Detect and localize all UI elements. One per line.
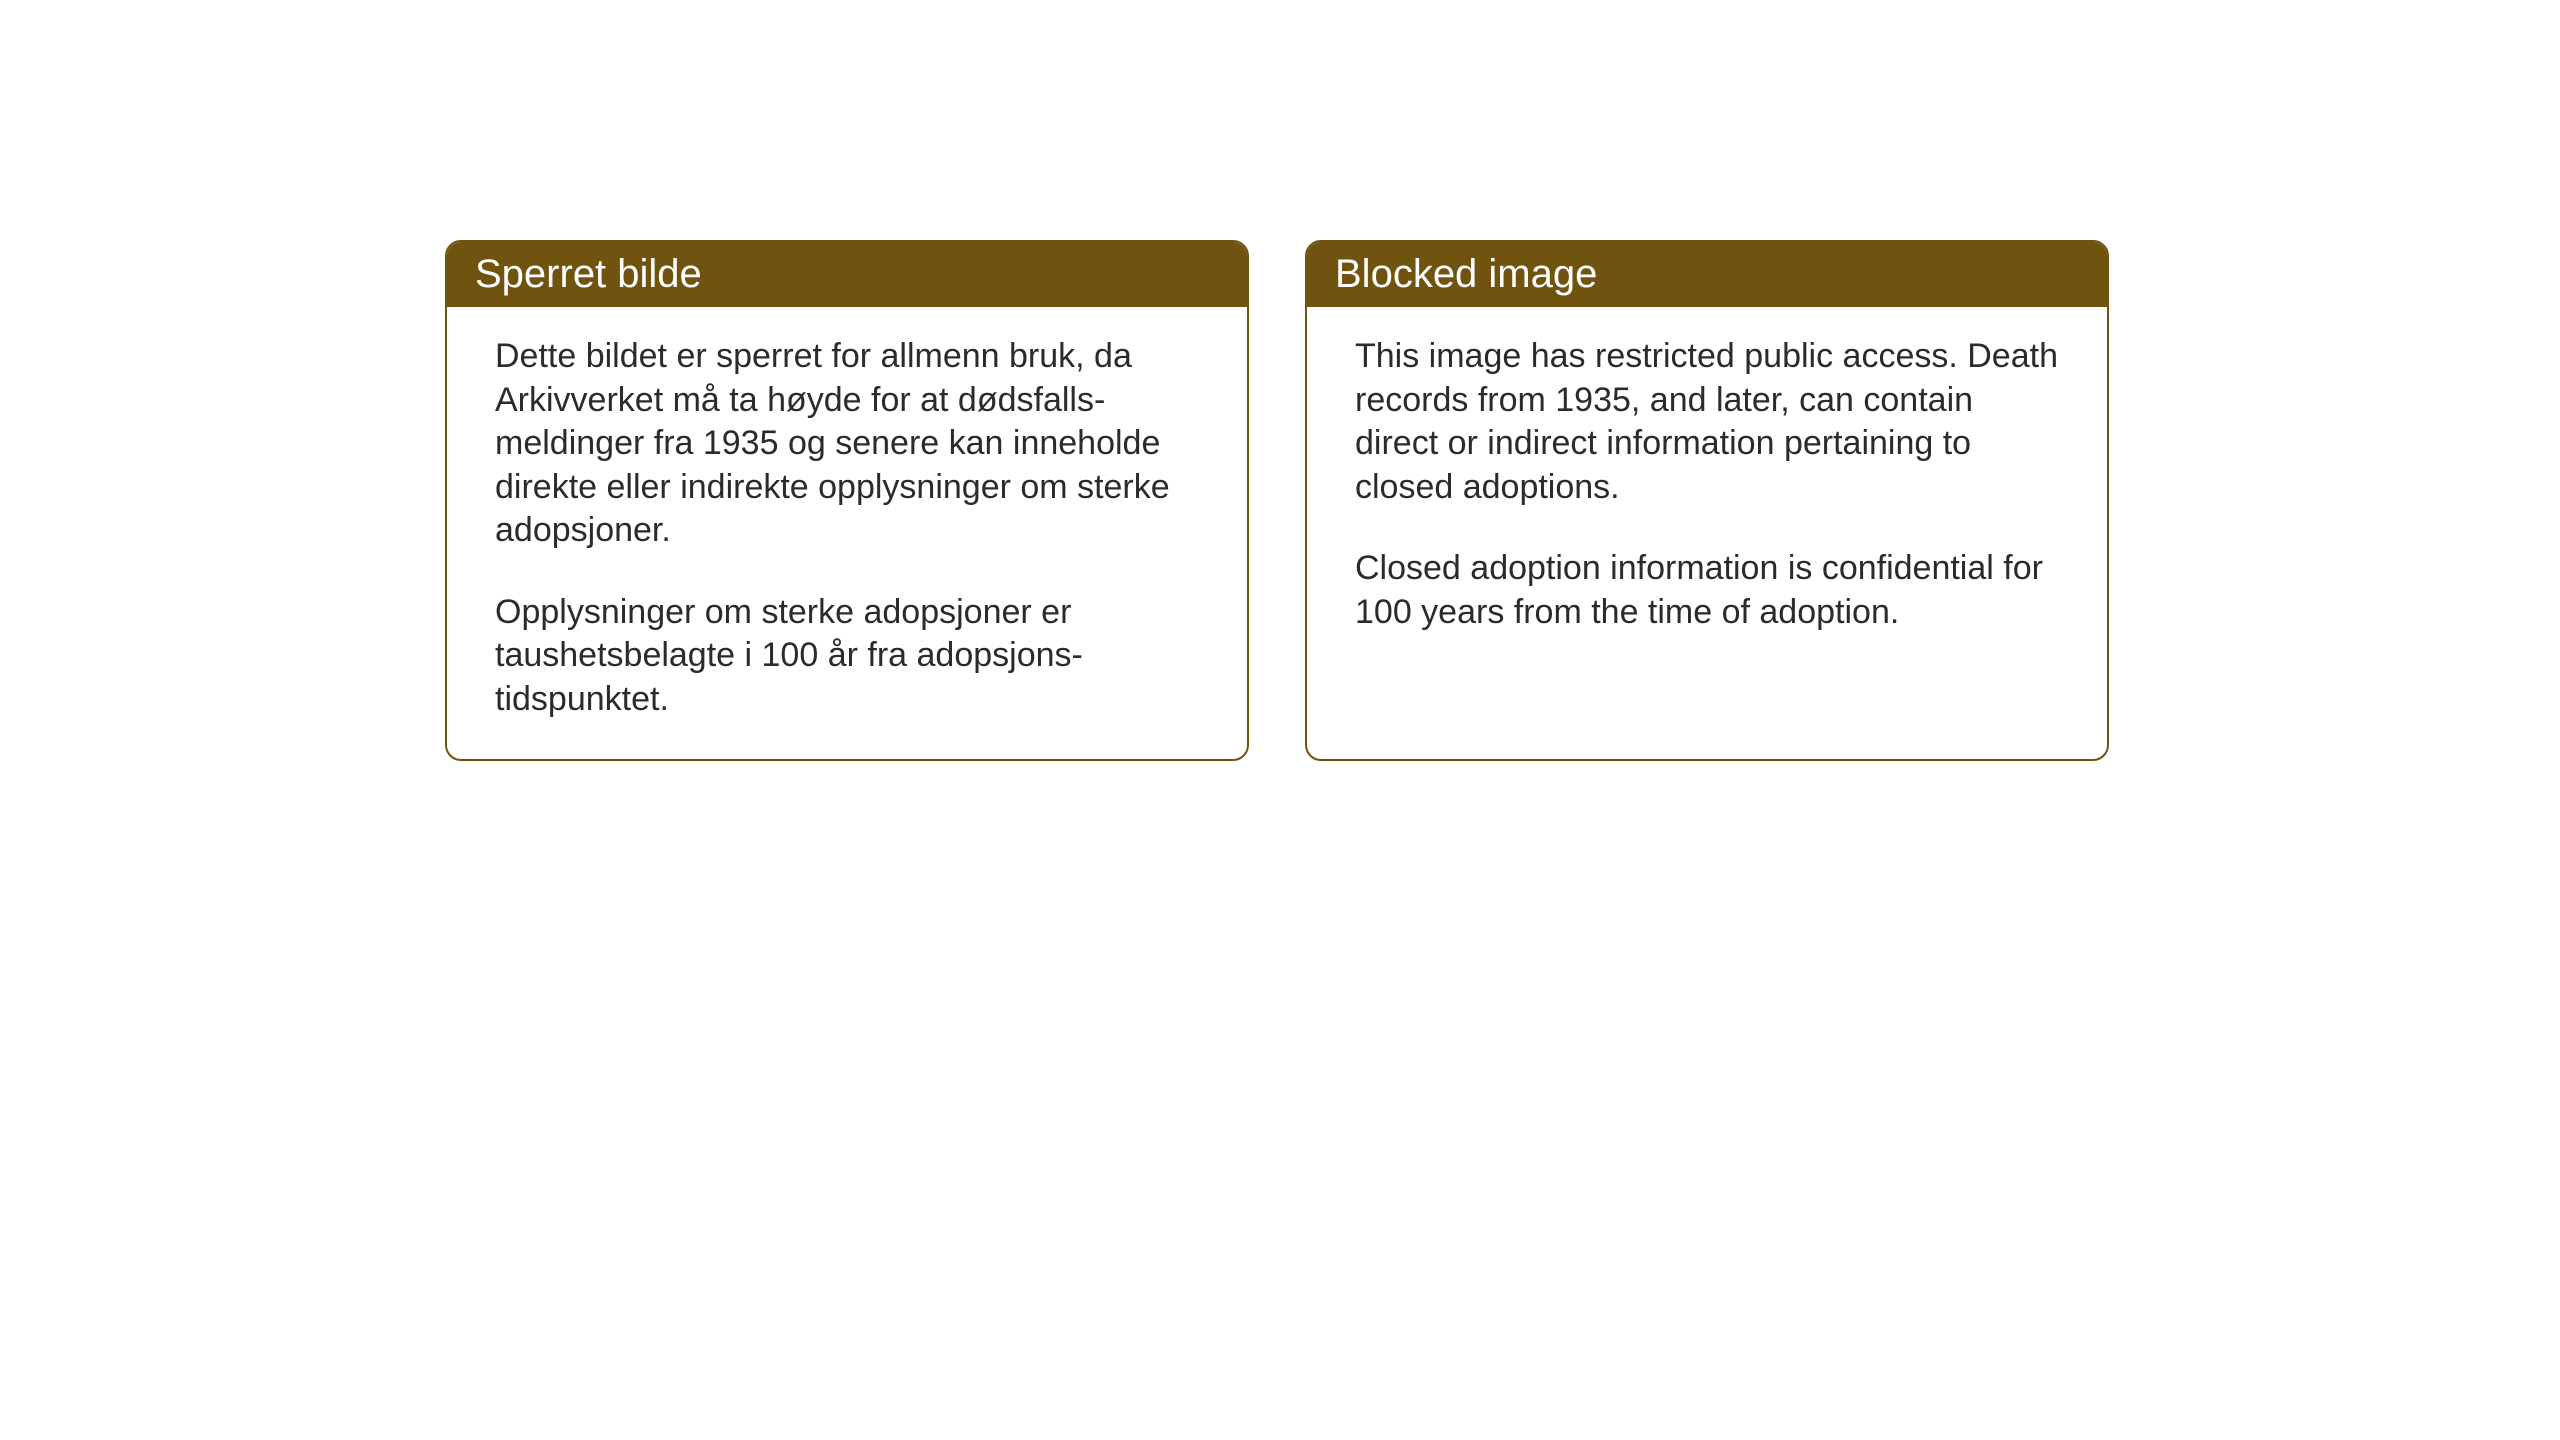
notice-title-norwegian: Sperret bilde: [475, 252, 702, 296]
notice-para1-english: This image has restricted public access.…: [1355, 335, 2059, 509]
notice-body-norwegian: Dette bildet er sperret for allmenn bruk…: [447, 307, 1247, 759]
notice-card-norwegian: Sperret bilde Dette bildet er sperret fo…: [445, 240, 1249, 761]
notice-para2-english: Closed adoption information is confident…: [1355, 547, 2059, 634]
notice-para2-norwegian: Opplysninger om sterke adopsjoner er tau…: [495, 591, 1199, 722]
notice-header-norwegian: Sperret bilde: [447, 242, 1247, 307]
notice-para1-norwegian: Dette bildet er sperret for allmenn bruk…: [495, 335, 1199, 553]
notice-title-english: Blocked image: [1335, 252, 1597, 296]
notice-container: Sperret bilde Dette bildet er sperret fo…: [445, 240, 2109, 761]
notice-header-english: Blocked image: [1307, 242, 2107, 307]
notice-body-english: This image has restricted public access.…: [1307, 307, 2107, 755]
notice-card-english: Blocked image This image has restricted …: [1305, 240, 2109, 761]
